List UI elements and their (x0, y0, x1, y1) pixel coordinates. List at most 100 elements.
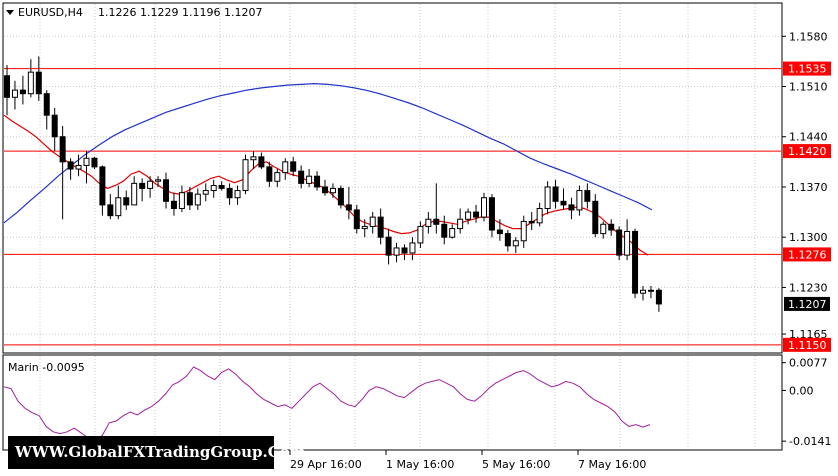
price-tick-label: 1.1230 (789, 281, 828, 294)
candle-bear (123, 197, 130, 206)
main-pane-frame (2, 2, 783, 354)
indicator-tick-label: -0.0141 (789, 435, 831, 448)
indicator-label: Marin -0.0095 (8, 361, 85, 374)
chart-header-symbol: EURUSD,H4 (18, 6, 83, 19)
candle-bear (35, 71, 42, 95)
candle-bear (322, 186, 328, 194)
candle-bull (369, 216, 376, 227)
candle-bull (75, 164, 82, 170)
level-price-labels: 1.1535 1.1420 1.1276 1.1150 (783, 61, 831, 352)
time-axis: 29 Apr 16:00 1 May 16:00 5 May 16:00 7 May … (289, 450, 646, 471)
candle-bear (163, 179, 169, 202)
candle-bull (131, 182, 138, 206)
candle-bear (59, 136, 66, 163)
candle-bear (218, 185, 225, 189)
level-label-bg (783, 61, 831, 76)
watermark-text: WWW.GlobalFXTradingGroup.Com (14, 443, 306, 461)
candlesticks (4, 56, 662, 312)
candle-bull (361, 225, 368, 230)
level-label-text: 1.1276 (788, 248, 827, 261)
candle-bear (139, 182, 146, 189)
candle-bull (425, 218, 432, 227)
candle-bull (202, 190, 209, 195)
price-tick-label: 1.1165 (789, 328, 828, 341)
candle-bull (409, 242, 416, 254)
candle-bull (210, 185, 217, 192)
oscillator-series (3, 366, 651, 443)
candle-bear (552, 186, 559, 202)
price-tick-label: 1.1300 (789, 231, 828, 244)
current-price-label: 1.1207 (784, 296, 830, 311)
candle-bull (250, 156, 257, 161)
candle-bull (536, 207, 543, 224)
candle-bear (4, 75, 10, 98)
level-label-text: 1.1150 (788, 339, 827, 352)
candle-bear (170, 200, 177, 209)
candle-bull (449, 228, 456, 238)
candle-bear (433, 218, 440, 225)
indicator-tick-label: 0.00 (789, 384, 814, 397)
level-label-bg (783, 247, 831, 262)
time-tick-label: 7 May 16:00 (578, 458, 646, 471)
indicator-pane-frame (2, 354, 783, 451)
dropdown-triangle-icon[interactable] (6, 10, 14, 15)
indicator-axis: 0.0077 0.00 -0.0141 (782, 357, 831, 448)
candle-bull (194, 193, 201, 206)
candle-bull (178, 192, 185, 209)
level-label-text: 1.1535 (788, 63, 827, 76)
candle-bull (624, 230, 631, 256)
candle-bull (520, 220, 527, 242)
price-axis: 1.1580 1.1510 1.1440 1.1370 1.1300 1.1230 1.11… (782, 30, 828, 341)
time-tick-label: 5 May 16:00 (482, 458, 550, 471)
candle-bear (19, 89, 26, 95)
slow-ma-line (3, 82, 653, 224)
candle-bull (115, 197, 122, 217)
price-tick-label: 1.1440 (789, 131, 828, 144)
level-label-bg (783, 144, 831, 159)
candle-bull (576, 190, 583, 211)
candle-bear (632, 230, 639, 294)
candle-bear (616, 229, 623, 256)
candle-bull (465, 211, 472, 220)
candle-bear (99, 166, 106, 206)
candle-bear (226, 187, 233, 199)
level-label-bg (783, 337, 831, 352)
candle-bear (401, 247, 408, 254)
candle-bear (592, 200, 599, 235)
candle-bear (655, 289, 662, 305)
candle-bear (504, 233, 511, 247)
candle-bear (608, 223, 615, 231)
oscillator-line (3, 366, 651, 443)
candle-bear (647, 289, 654, 292)
candle-bull (282, 161, 289, 174)
chart-header-ohlc: 1.1226 1.1229 1.1196 1.1207 (98, 6, 262, 19)
candle-bull (512, 240, 519, 247)
candle-bull (83, 157, 90, 166)
candle-bear (67, 161, 74, 170)
candle-bull (27, 71, 34, 95)
candle-bear (377, 216, 384, 238)
candle-bull (234, 190, 241, 199)
candle-bear (584, 190, 591, 202)
candle-bear (353, 209, 360, 230)
price-tick-label: 1.1370 (789, 181, 828, 194)
candle-bull (640, 289, 646, 294)
time-tick-label: 29 Apr 16:00 (290, 458, 362, 471)
candle-bull (306, 175, 313, 184)
candle-bear (298, 170, 305, 184)
candle-bull (155, 179, 162, 182)
candle-bear (91, 157, 98, 168)
candle-bear (290, 161, 297, 172)
candle-bear (441, 223, 448, 238)
candle-bear (337, 187, 344, 206)
candle-bull (329, 187, 336, 194)
candle-bear (266, 166, 273, 182)
candle-bear (560, 200, 567, 206)
candle-bull (544, 186, 551, 209)
candle-bull (242, 159, 249, 192)
candle-bull (481, 197, 487, 218)
watermark: WWW.GlobalFXTradingGroup.Com (8, 436, 306, 469)
candle-bull (417, 225, 424, 244)
horizontal-levels[interactable] (4, 68, 781, 346)
